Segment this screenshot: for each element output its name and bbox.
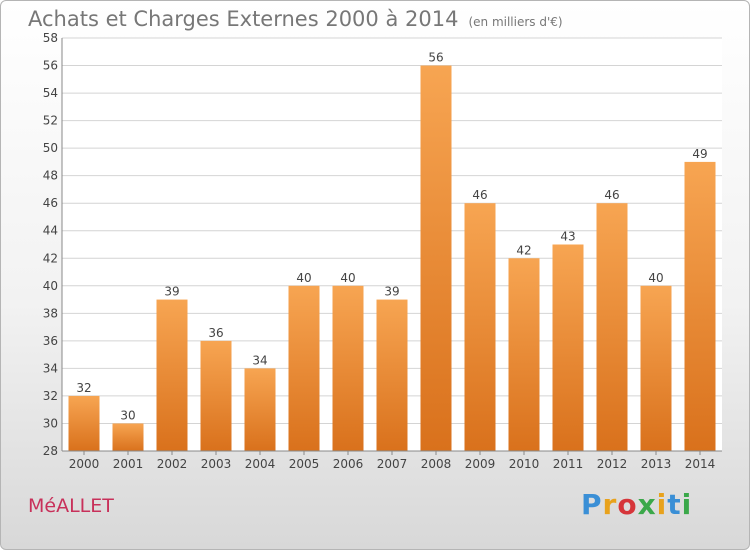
data-label-2006: 40 xyxy=(340,271,355,285)
y-tick-label: 28 xyxy=(43,444,58,458)
bar-2005 xyxy=(288,285,320,451)
bar-2002 xyxy=(156,299,188,451)
bar-2000 xyxy=(68,395,100,451)
x-tick-label: 2012 xyxy=(597,457,628,471)
data-label-2000: 32 xyxy=(76,381,91,395)
y-tick-label: 50 xyxy=(43,141,58,155)
x-tick-label: 2006 xyxy=(333,457,364,471)
data-label-2010: 42 xyxy=(516,243,531,257)
data-label-2007: 39 xyxy=(384,285,399,299)
data-labels: 32 30 39 36 34 40 40 39 56 46 42 43 46 40 49 xyxy=(76,51,707,423)
x-tick-label: 2011 xyxy=(553,457,584,471)
x-tick-labels: 2000 2001 2002 2003 2004 2005 2006 2007 2008 2009… xyxy=(69,451,716,471)
y-tick-label: 34 xyxy=(43,361,58,375)
y-tick-labels: 28 30 32 34 36 38 40 42 44 46 48 50 52 54 56 58 xyxy=(43,31,58,458)
chart-subtitle: (en milliers d'€) xyxy=(468,15,563,29)
chart-title: Achats et Charges Externes 2000 à 2014 (e… xyxy=(28,7,563,31)
y-tick-label: 48 xyxy=(43,169,58,183)
data-label-2008: 56 xyxy=(428,51,443,65)
bar-2003 xyxy=(200,340,232,451)
data-label-2014: 49 xyxy=(692,147,707,161)
logo-letter: i xyxy=(656,488,668,521)
y-tick-label: 38 xyxy=(43,306,58,320)
y-tick-label: 46 xyxy=(43,196,58,210)
bar-2008 xyxy=(420,65,452,452)
x-tick-label: 2001 xyxy=(113,457,144,471)
y-tick-label: 44 xyxy=(43,224,58,238)
logo-letter: P xyxy=(581,488,603,521)
y-tick-label: 30 xyxy=(43,416,58,430)
data-label-2001: 30 xyxy=(120,408,135,422)
bar-2012 xyxy=(596,203,628,451)
data-label-2009: 46 xyxy=(472,188,487,202)
y-tick-label: 36 xyxy=(43,334,58,348)
bar-2014 xyxy=(684,161,716,451)
y-tick-label: 58 xyxy=(43,31,58,45)
logo-letter: x xyxy=(637,488,657,521)
x-tick-label: 2007 xyxy=(377,457,408,471)
y-tick-label: 40 xyxy=(43,279,58,293)
x-tick-label: 2003 xyxy=(201,457,232,471)
bar-2004 xyxy=(244,368,276,451)
bar-2007 xyxy=(376,299,408,451)
chart-title-text: Achats et Charges Externes 2000 à 2014 xyxy=(28,7,459,31)
data-label-2003: 36 xyxy=(208,326,223,340)
bar-2011 xyxy=(552,244,584,451)
x-tick-label: 2000 xyxy=(69,457,100,471)
y-tick-label: 42 xyxy=(43,251,58,265)
x-tick-label: 2010 xyxy=(509,457,540,471)
bar-2006 xyxy=(332,285,364,451)
data-label-2012: 46 xyxy=(604,188,619,202)
x-tick-label: 2008 xyxy=(421,457,452,471)
bars xyxy=(68,65,716,452)
data-label-2013: 40 xyxy=(648,271,663,285)
x-tick-label: 2009 xyxy=(465,457,496,471)
y-tick-label: 56 xyxy=(43,59,58,73)
bar-2001 xyxy=(112,423,144,451)
bar-2013 xyxy=(640,285,672,451)
x-tick-label: 2004 xyxy=(245,457,276,471)
data-label-2002: 39 xyxy=(164,285,179,299)
logo-letter: o xyxy=(617,488,638,521)
proxiti-logo[interactable]: Proxiti xyxy=(581,488,692,521)
x-tick-label: 2005 xyxy=(289,457,320,471)
data-label-2004: 34 xyxy=(252,353,267,367)
data-label-2005: 40 xyxy=(296,271,311,285)
logo-letter: i xyxy=(681,488,693,521)
y-tick-label: 54 xyxy=(43,86,58,100)
data-label-2011: 43 xyxy=(560,230,575,244)
logo-letter: t xyxy=(667,488,682,521)
bar-2010 xyxy=(508,258,540,451)
x-tick-label: 2013 xyxy=(641,457,672,471)
y-tick-label: 32 xyxy=(43,389,58,403)
y-tick-label: 52 xyxy=(43,114,58,128)
bar-2009 xyxy=(464,203,496,451)
x-tick-label: 2002 xyxy=(157,457,188,471)
commune-name: MéALLET xyxy=(28,495,114,517)
x-tick-label: 2014 xyxy=(685,457,716,471)
logo-letter: r xyxy=(602,488,618,521)
